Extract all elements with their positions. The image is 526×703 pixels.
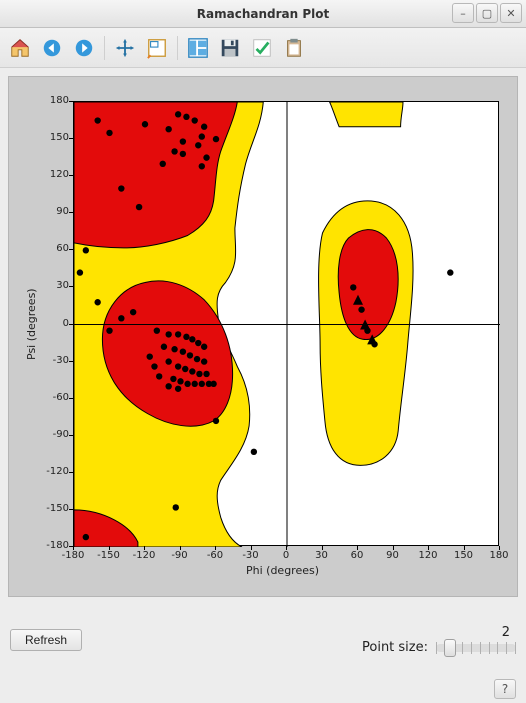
xtick-label: -90 — [166, 550, 194, 561]
yaxis-label: Psi (degrees) — [25, 288, 38, 360]
ytick-label: -120 — [46, 466, 69, 477]
point-size-control: 2 Point size: — [362, 625, 516, 655]
xtick-label: 0 — [272, 550, 300, 561]
window-title: Ramachandran Plot — [197, 7, 329, 21]
axes — [73, 101, 499, 546]
xtick-label: -180 — [59, 550, 87, 561]
ytick-label: 60 — [56, 243, 69, 254]
xtick-label: -30 — [237, 550, 265, 561]
ytick-label: 180 — [50, 95, 69, 106]
close-button[interactable]: ✕ — [500, 3, 522, 23]
plot-svg — [74, 102, 500, 547]
minimize-button[interactable]: – — [452, 3, 474, 23]
ytick-label: 120 — [50, 169, 69, 180]
check-icon[interactable] — [248, 34, 276, 62]
xtick-label: 60 — [343, 550, 371, 561]
xtick-label: 180 — [485, 550, 513, 561]
figure-panel: -180 -150 -120 -90 -60 -30 0 30 60 90 120 150 180 -18… — [8, 76, 518, 597]
window-controls: – ▢ ✕ — [452, 3, 522, 23]
ytick-label: 30 — [56, 280, 69, 291]
pan-icon[interactable] — [111, 34, 139, 62]
point-size-row: Point size: — [362, 640, 516, 655]
toolbar — [0, 28, 526, 68]
ytick-label: -60 — [53, 392, 69, 403]
ytick-label: -30 — [53, 355, 69, 366]
refresh-button[interactable]: Refresh — [10, 629, 82, 651]
point-size-slider[interactable] — [436, 644, 516, 652]
xaxis-label: Phi (degrees) — [246, 564, 319, 577]
point-size-label: Point size: — [362, 640, 428, 655]
plot-container: -180 -150 -120 -90 -60 -30 0 30 60 90 120 150 180 -18… — [0, 68, 526, 605]
zoom-icon[interactable] — [143, 34, 171, 62]
save-icon[interactable] — [216, 34, 244, 62]
maximize-button[interactable]: ▢ — [476, 3, 498, 23]
ytick-label: -180 — [46, 540, 69, 551]
xtick-label: -150 — [95, 550, 123, 561]
help-button[interactable]: ? — [494, 679, 516, 699]
forward-icon[interactable] — [70, 34, 98, 62]
titlebar: Ramachandran Plot – ▢ ✕ — [0, 0, 526, 28]
clipboard-icon[interactable] — [280, 34, 308, 62]
footer-panel: Refresh 2 Point size: — [0, 605, 526, 675]
ytick-label: -90 — [53, 429, 69, 440]
back-icon[interactable] — [38, 34, 66, 62]
subplots-icon[interactable] — [184, 34, 212, 62]
xtick-label: 150 — [450, 550, 478, 561]
xtick-label: 120 — [414, 550, 442, 561]
xtick-label: 90 — [379, 550, 407, 561]
ytick-label: 150 — [50, 132, 69, 143]
ytick-label: 90 — [56, 206, 69, 217]
xtick-label: 30 — [308, 550, 336, 561]
app-window: Ramachandran Plot – ▢ ✕ -180-150-120-90-… — [0, 0, 526, 703]
ytick-label: -150 — [46, 503, 69, 514]
point-size-value: 2 — [502, 625, 516, 640]
xtick-label: -120 — [130, 550, 158, 561]
help-row: ? — [0, 675, 526, 703]
xtick-label: -60 — [201, 550, 229, 561]
home-icon[interactable] — [6, 34, 34, 62]
